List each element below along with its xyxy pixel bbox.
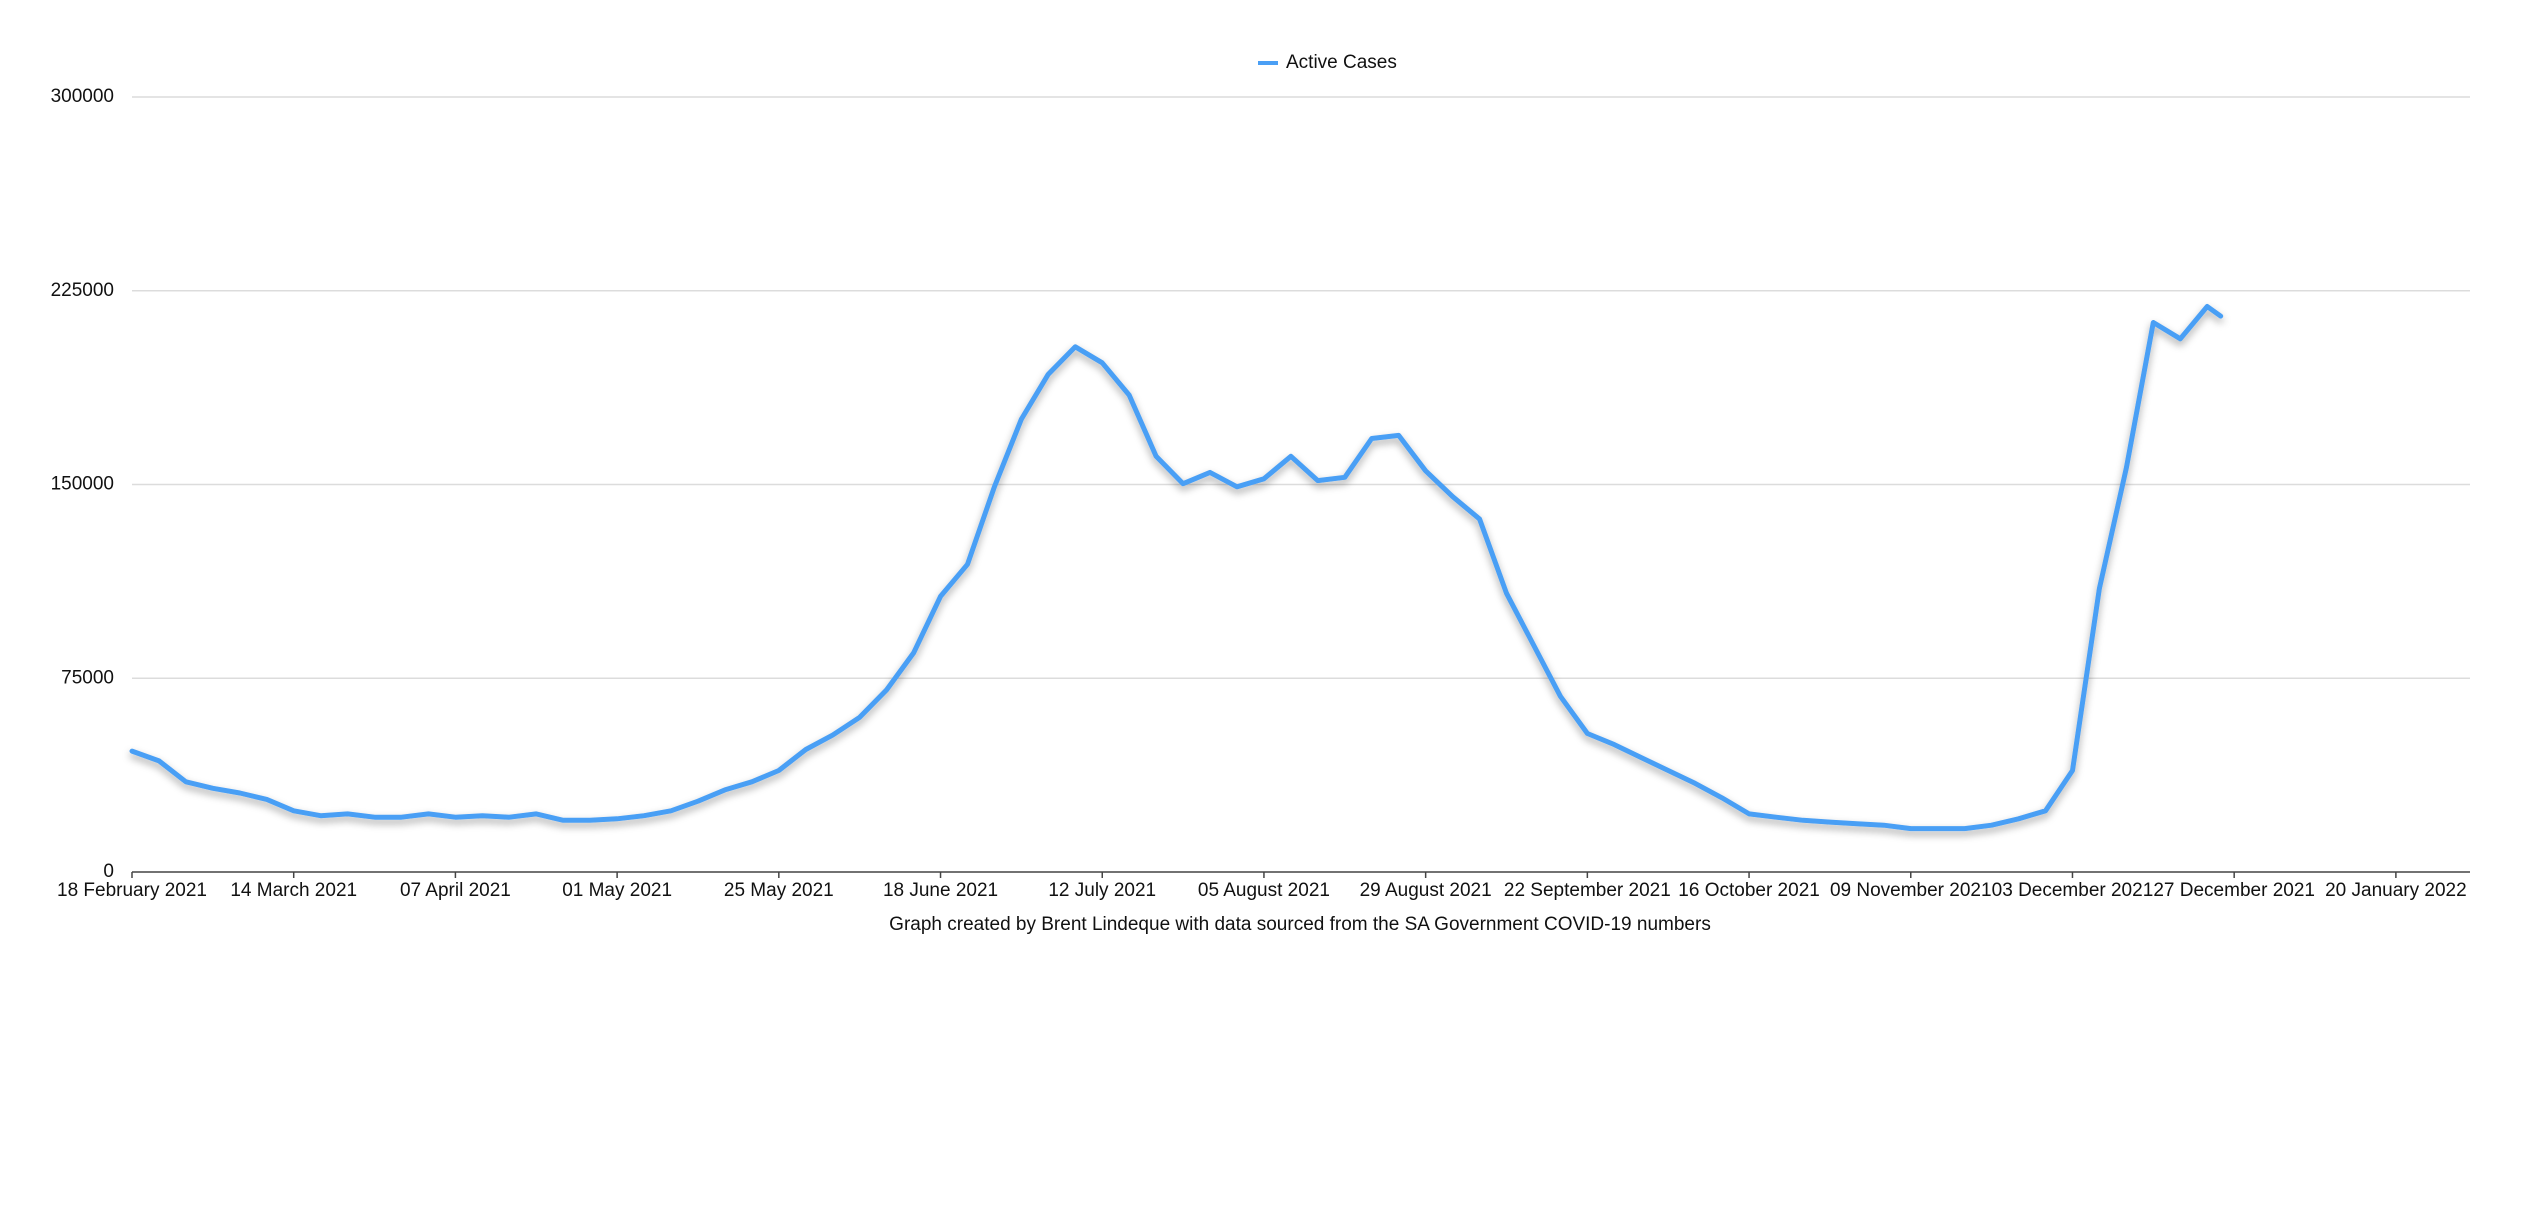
x-tick-label: 09 November 2021 — [1830, 880, 1992, 901]
x-tick-label: 22 September 2021 — [1504, 880, 1671, 901]
x-tick-label: 27 December 2021 — [2153, 880, 2315, 901]
x-tick-label: 18 February 2021 — [57, 880, 207, 901]
x-tick-label: 01 May 2021 — [562, 880, 672, 901]
y-tick-label: 225000 — [51, 280, 114, 301]
x-tick-label: 16 October 2021 — [1678, 880, 1820, 901]
x-tick-label: 18 June 2021 — [883, 880, 998, 901]
x-tick-label: 05 August 2021 — [1198, 880, 1330, 901]
y-tick-label: 75000 — [61, 667, 114, 688]
caption: Graph created by Brent Lindeque with dat… — [889, 914, 1711, 935]
series-line — [129, 304, 2224, 832]
x-tick-label: 07 April 2021 — [400, 880, 511, 901]
x-tick-label: 14 March 2021 — [230, 880, 357, 901]
y-tick-label: 0 — [103, 861, 114, 882]
x-tick-label: 29 August 2021 — [1360, 880, 1492, 901]
x-tick-label: 25 May 2021 — [724, 880, 834, 901]
legend: Active Cases — [1258, 52, 1397, 73]
y-tick-label: 150000 — [51, 474, 114, 495]
legend-label: Active Cases — [1286, 52, 1397, 73]
x-tick-label: 12 July 2021 — [1048, 880, 1156, 901]
x-tick-label: 20 January 2022 — [2325, 880, 2467, 901]
y-tick-label: 300000 — [51, 86, 114, 107]
x-tick-label: 03 December 2021 — [1992, 880, 2154, 901]
